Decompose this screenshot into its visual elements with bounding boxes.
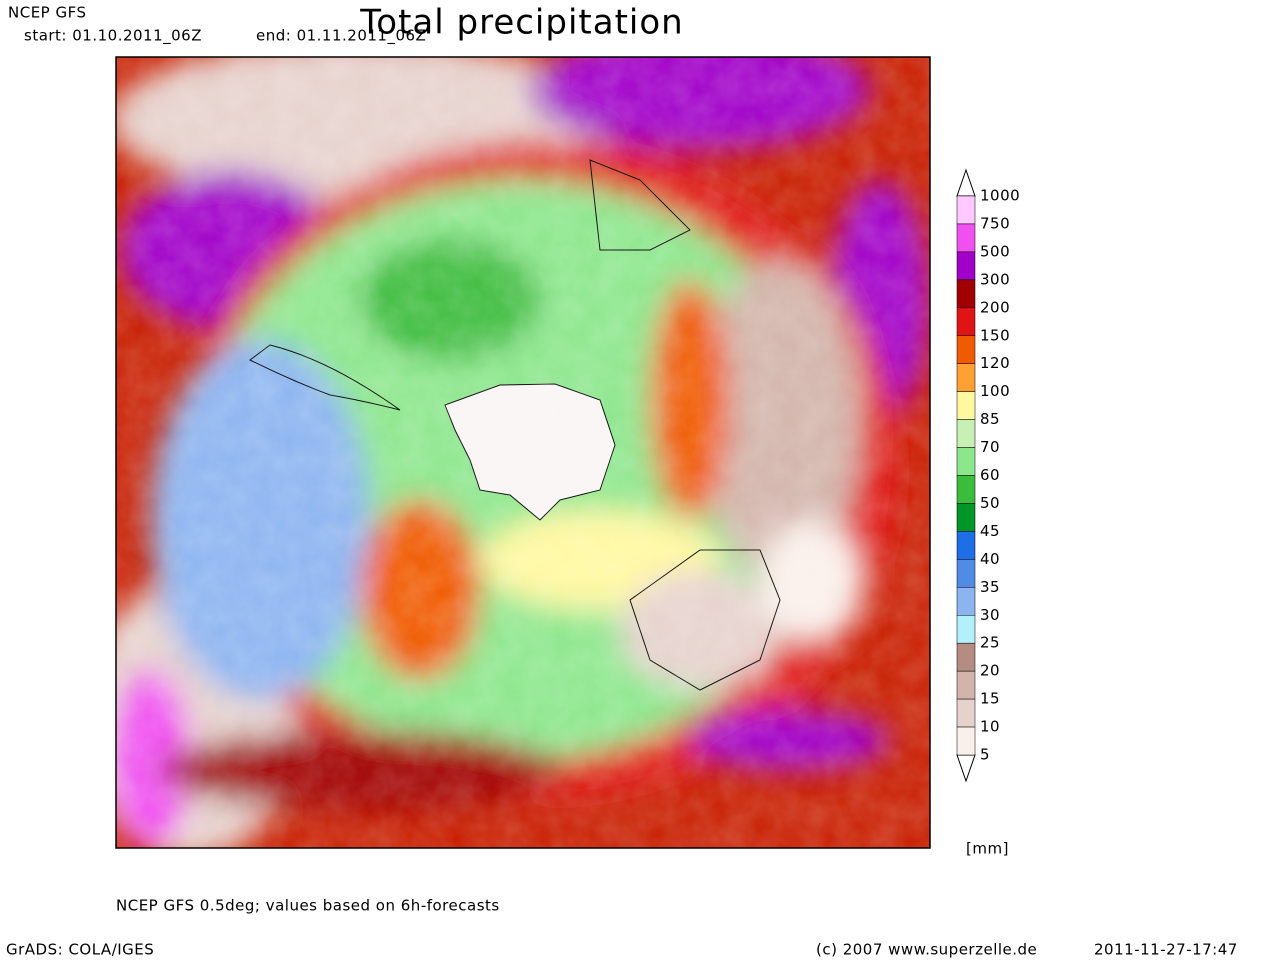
legend-label: 120: [980, 354, 1010, 372]
legend-swatch: [956, 391, 976, 420]
legend-swatch: [956, 615, 976, 644]
copyright: (c) 2007 www.superzelle.de: [816, 941, 1037, 959]
map-title: Total precipitation: [359, 3, 683, 43]
precipitation-map: [116, 57, 930, 848]
legend-label: 25: [980, 634, 1000, 652]
legend-label: 100: [980, 382, 1010, 400]
legend-arrow-top: [956, 168, 976, 197]
legend-label: 85: [980, 410, 1000, 428]
legend-arrow-bottom: [956, 754, 976, 783]
legend-swatch: [956, 447, 976, 476]
legend-label: 200: [980, 298, 1010, 316]
model-name: NCEP GFS: [8, 4, 87, 22]
legend-swatch: [956, 475, 976, 504]
legend-label: 5: [980, 746, 990, 764]
legend-swatch: [956, 698, 976, 728]
footer-note: NCEP GFS 0.5deg; values based on 6h-fore…: [116, 897, 500, 915]
legend-swatch: [956, 531, 976, 560]
legend-swatch: [956, 642, 976, 672]
legend-label: 300: [980, 270, 1010, 288]
start-date: start: 01.10.2011_06Z: [24, 27, 202, 46]
legend-label: 10: [980, 718, 1000, 736]
legend-swatch: [956, 559, 976, 588]
legend-label: 500: [980, 242, 1010, 260]
color-legend: 1000 750 500 300 200 150 120 100 85 70 60 50 45 40 35 3…: [956, 168, 1020, 783]
legend-label: 45: [980, 522, 1000, 540]
legend-swatch: [956, 670, 976, 700]
legend-unit: [mm]: [966, 840, 1009, 858]
legend-label: 150: [980, 326, 1010, 344]
timestamp: 2011-11-27-17:47: [1094, 941, 1238, 959]
legend-label: 50: [980, 494, 1000, 512]
legend-swatch: [956, 587, 976, 616]
legend-swatch: [956, 419, 976, 448]
legend-swatch: [956, 251, 976, 281]
legend-label: 20: [980, 662, 1000, 680]
legend-swatch: [956, 503, 976, 532]
legend-label: 750: [980, 214, 1010, 232]
legend-label: 35: [980, 578, 1000, 596]
legend-swatch: [956, 335, 976, 364]
legend-swatch: [956, 195, 976, 225]
legend-swatch: [956, 307, 976, 336]
legend-label: 70: [980, 438, 1000, 456]
legend-label: 15: [980, 690, 1000, 708]
software-credit: GrADS: COLA/IGES: [6, 941, 154, 959]
legend-label: 60: [980, 466, 1000, 484]
legend-label: 1000: [980, 187, 1020, 205]
legend-swatch: [956, 363, 976, 392]
legend-swatch: [956, 726, 976, 756]
legend-label: 30: [980, 606, 1000, 624]
map-frame: [115, 56, 931, 849]
legend-swatch: [956, 223, 976, 253]
legend-swatch: [956, 279, 976, 309]
end-date: end: 01.11.2011_06Z: [256, 27, 426, 46]
legend-label: 40: [980, 550, 1000, 568]
